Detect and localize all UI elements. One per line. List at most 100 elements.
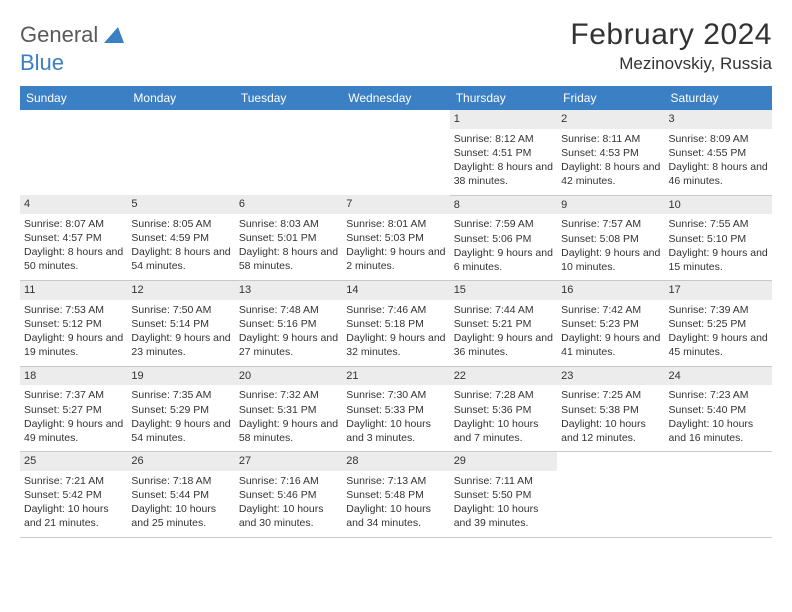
daylight-line: Daylight: 9 hours and 2 minutes. <box>346 245 445 273</box>
sunset-line: Sunset: 5:18 PM <box>346 317 445 331</box>
sunrise-line: Sunrise: 7:59 AM <box>454 217 553 231</box>
day-cell-20: 20Sunrise: 7:32 AMSunset: 5:31 PMDayligh… <box>235 366 342 452</box>
day-number: 29 <box>450 452 557 471</box>
day-cell-16: 16Sunrise: 7:42 AMSunset: 5:23 PMDayligh… <box>557 281 664 367</box>
sunset-line: Sunset: 5:44 PM <box>131 488 230 502</box>
daylight-line: Daylight: 9 hours and 32 minutes. <box>346 331 445 359</box>
sunrise-line: Sunrise: 7:55 AM <box>669 217 768 231</box>
sunset-line: Sunset: 4:59 PM <box>131 231 230 245</box>
day-cell-6: 6Sunrise: 8:03 AMSunset: 5:01 PMDaylight… <box>235 195 342 281</box>
daylight-line: Daylight: 10 hours and 34 minutes. <box>346 502 445 530</box>
sunset-line: Sunset: 5:10 PM <box>669 232 768 246</box>
sunset-line: Sunset: 4:57 PM <box>24 231 123 245</box>
logo-text-blue-wrap: Blue <box>20 50 64 76</box>
sunrise-line: Sunrise: 7:44 AM <box>454 303 553 317</box>
day-cell-29: 29Sunrise: 7:11 AMSunset: 5:50 PMDayligh… <box>450 452 557 538</box>
empty-cell <box>235 110 342 195</box>
day-number: 8 <box>450 196 557 215</box>
day-cell-23: 23Sunrise: 7:25 AMSunset: 5:38 PMDayligh… <box>557 366 664 452</box>
day-number: 20 <box>235 367 342 386</box>
calendar-row: 18Sunrise: 7:37 AMSunset: 5:27 PMDayligh… <box>20 366 772 452</box>
sunrise-line: Sunrise: 8:07 AM <box>24 217 123 231</box>
calendar-row: 11Sunrise: 7:53 AMSunset: 5:12 PMDayligh… <box>20 281 772 367</box>
calendar-row: 4Sunrise: 8:07 AMSunset: 4:57 PMDaylight… <box>20 195 772 281</box>
daylight-line: Daylight: 9 hours and 54 minutes. <box>131 417 230 445</box>
sunset-line: Sunset: 4:53 PM <box>561 146 660 160</box>
daylight-line: Daylight: 8 hours and 58 minutes. <box>239 245 338 273</box>
sunrise-line: Sunrise: 7:21 AM <box>24 474 123 488</box>
day-cell-25: 25Sunrise: 7:21 AMSunset: 5:42 PMDayligh… <box>20 452 127 538</box>
logo-triangle-icon <box>104 27 124 43</box>
day-number: 3 <box>665 110 772 129</box>
sunrise-line: Sunrise: 7:39 AM <box>669 303 768 317</box>
sunrise-line: Sunrise: 7:11 AM <box>454 474 553 488</box>
sunrise-line: Sunrise: 7:42 AM <box>561 303 660 317</box>
day-number: 1 <box>450 110 557 129</box>
day-cell-11: 11Sunrise: 7:53 AMSunset: 5:12 PMDayligh… <box>20 281 127 367</box>
day-cell-4: 4Sunrise: 8:07 AMSunset: 4:57 PMDaylight… <box>20 195 127 281</box>
sunset-line: Sunset: 5:46 PM <box>239 488 338 502</box>
day-number: 2 <box>557 110 664 129</box>
day-number: 21 <box>342 367 449 386</box>
sunset-line: Sunset: 5:50 PM <box>454 488 553 502</box>
sunset-line: Sunset: 4:51 PM <box>454 146 553 160</box>
day-cell-10: 10Sunrise: 7:55 AMSunset: 5:10 PMDayligh… <box>665 195 772 281</box>
daylight-line: Daylight: 9 hours and 10 minutes. <box>561 246 660 274</box>
sunrise-line: Sunrise: 8:12 AM <box>454 132 553 146</box>
day-number: 12 <box>127 281 234 300</box>
sunset-line: Sunset: 5:36 PM <box>454 403 553 417</box>
day-number: 6 <box>235 195 342 214</box>
daylight-line: Daylight: 9 hours and 41 minutes. <box>561 331 660 359</box>
day-number: 14 <box>342 281 449 300</box>
sunrise-line: Sunrise: 7:28 AM <box>454 388 553 402</box>
sunset-line: Sunset: 5:27 PM <box>24 403 123 417</box>
title-block: February 2024 Mezinovskiy, Russia <box>570 18 772 74</box>
daylight-line: Daylight: 10 hours and 21 minutes. <box>24 502 123 530</box>
day-cell-12: 12Sunrise: 7:50 AMSunset: 5:14 PMDayligh… <box>127 281 234 367</box>
sunrise-line: Sunrise: 8:01 AM <box>346 217 445 231</box>
sunrise-line: Sunrise: 7:23 AM <box>669 388 768 402</box>
sunrise-line: Sunrise: 7:32 AM <box>239 388 338 402</box>
day-cell-5: 5Sunrise: 8:05 AMSunset: 4:59 PMDaylight… <box>127 195 234 281</box>
sunset-line: Sunset: 5:25 PM <box>669 317 768 331</box>
day-cell-13: 13Sunrise: 7:48 AMSunset: 5:16 PMDayligh… <box>235 281 342 367</box>
sunrise-line: Sunrise: 7:46 AM <box>346 303 445 317</box>
sunset-line: Sunset: 5:21 PM <box>454 317 553 331</box>
daylight-line: Daylight: 9 hours and 27 minutes. <box>239 331 338 359</box>
day-cell-24: 24Sunrise: 7:23 AMSunset: 5:40 PMDayligh… <box>665 366 772 452</box>
day-number: 11 <box>20 281 127 300</box>
day-cell-17: 17Sunrise: 7:39 AMSunset: 5:25 PMDayligh… <box>665 281 772 367</box>
daylight-line: Daylight: 8 hours and 38 minutes. <box>454 160 553 188</box>
day-header-thursday: Thursday <box>450 86 557 110</box>
daylight-line: Daylight: 10 hours and 7 minutes. <box>454 417 553 445</box>
sunrise-line: Sunrise: 7:57 AM <box>561 217 660 231</box>
day-cell-8: 8Sunrise: 7:59 AMSunset: 5:06 PMDaylight… <box>450 195 557 281</box>
daylight-line: Daylight: 9 hours and 23 minutes. <box>131 331 230 359</box>
day-cell-18: 18Sunrise: 7:37 AMSunset: 5:27 PMDayligh… <box>20 366 127 452</box>
daylight-line: Daylight: 10 hours and 3 minutes. <box>346 417 445 445</box>
sunset-line: Sunset: 5:03 PM <box>346 231 445 245</box>
day-number: 9 <box>557 196 664 215</box>
day-header-sunday: Sunday <box>20 86 127 110</box>
daylight-line: Daylight: 8 hours and 42 minutes. <box>561 160 660 188</box>
day-cell-9: 9Sunrise: 7:57 AMSunset: 5:08 PMDaylight… <box>557 195 664 281</box>
day-number: 23 <box>557 367 664 386</box>
logo: General <box>20 18 124 48</box>
day-number: 10 <box>665 196 772 215</box>
sunrise-line: Sunrise: 7:35 AM <box>131 388 230 402</box>
daylight-line: Daylight: 9 hours and 58 minutes. <box>239 417 338 445</box>
day-number: 19 <box>127 367 234 386</box>
day-header-tuesday: Tuesday <box>235 86 342 110</box>
sunset-line: Sunset: 4:55 PM <box>669 146 768 160</box>
daylight-line: Daylight: 10 hours and 12 minutes. <box>561 417 660 445</box>
sunrise-line: Sunrise: 7:48 AM <box>239 303 338 317</box>
daylight-line: Daylight: 9 hours and 49 minutes. <box>24 417 123 445</box>
empty-cell <box>665 452 772 538</box>
day-cell-21: 21Sunrise: 7:30 AMSunset: 5:33 PMDayligh… <box>342 366 449 452</box>
sunset-line: Sunset: 5:16 PM <box>239 317 338 331</box>
day-number: 22 <box>450 367 557 386</box>
sunset-line: Sunset: 5:12 PM <box>24 317 123 331</box>
calendar-row: 25Sunrise: 7:21 AMSunset: 5:42 PMDayligh… <box>20 452 772 538</box>
sunset-line: Sunset: 5:42 PM <box>24 488 123 502</box>
daylight-line: Daylight: 10 hours and 16 minutes. <box>669 417 768 445</box>
